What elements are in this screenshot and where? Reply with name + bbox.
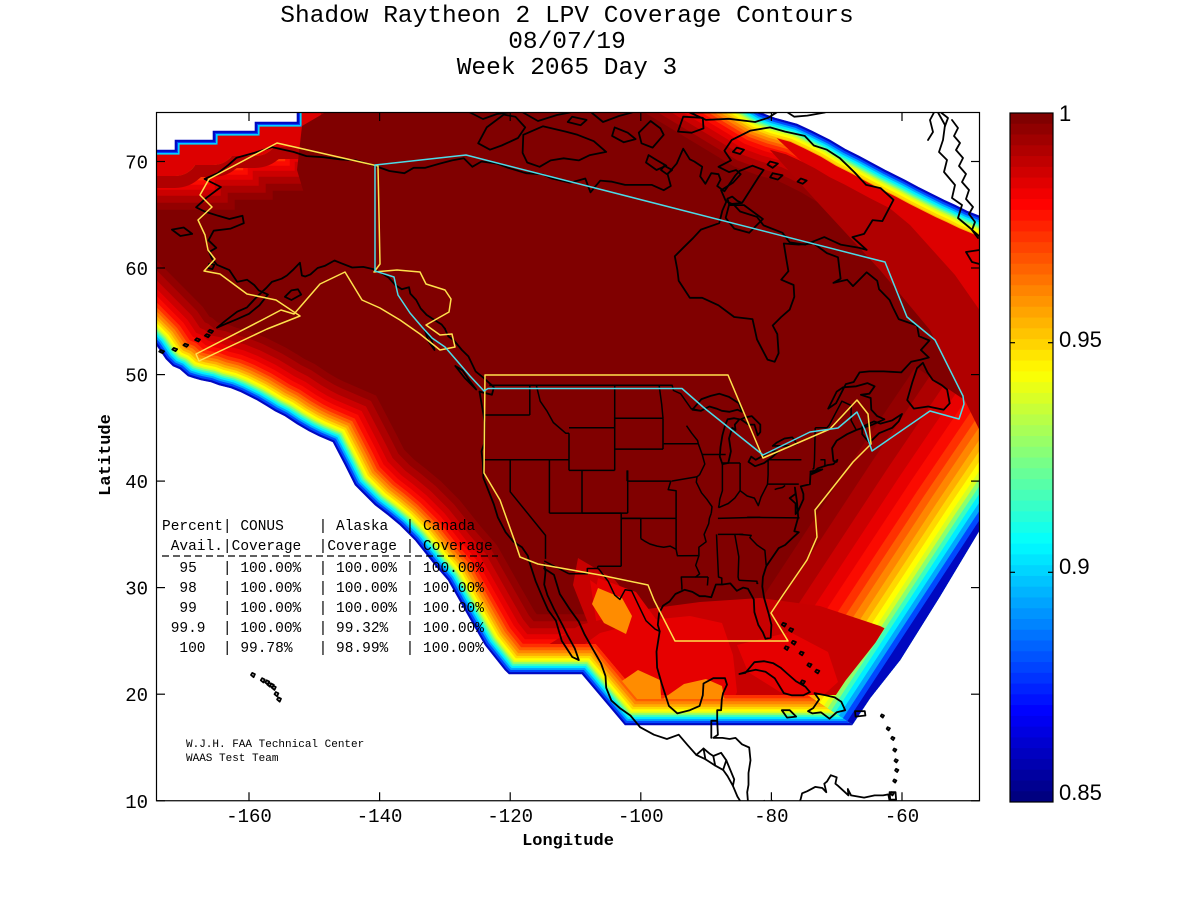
svg-text:10: 10 — [125, 792, 148, 814]
svg-text:0.85: 0.85 — [1059, 780, 1102, 805]
svg-text:-60: -60 — [885, 806, 919, 828]
svg-text:98 | 100.00% | 100.00% | 10: 98 | 100.00% | 100.00% | 100.00% — [162, 581, 484, 597]
svg-text:W.J.H. FAA Technical Center: W.J.H. FAA Technical Center — [186, 739, 364, 751]
svg-text:08/07/19: 08/07/19 — [508, 29, 626, 56]
svg-text:0.9: 0.9 — [1059, 554, 1090, 579]
svg-text:-160: -160 — [226, 806, 272, 828]
svg-text:99 | 100.00% | 100.00% | 10: 99 | 100.00% | 100.00% | 100.00% — [162, 601, 484, 617]
svg-text:20: 20 — [125, 685, 148, 707]
svg-text:Percent| CONUS | Alaska |: Percent| CONUS | Alaska | Canada — [162, 519, 476, 535]
svg-text:WAAS Test Team: WAAS Test Team — [186, 753, 279, 765]
svg-text:40: 40 — [125, 472, 148, 494]
svg-text:Avail.|Coverage |Coverage | C: Avail.|Coverage |Coverage | Coverage — [162, 539, 493, 555]
svg-text:-80: -80 — [754, 806, 788, 828]
svg-text:95 | 100.00% | 100.00% | 10: 95 | 100.00% | 100.00% | 100.00% — [162, 561, 484, 577]
svg-text:60: 60 — [125, 259, 148, 281]
svg-text:0.95: 0.95 — [1059, 327, 1102, 352]
svg-text:Longitude: Longitude — [522, 832, 614, 851]
svg-text:Shadow Raytheon 2 LPV Coverage: Shadow Raytheon 2 LPV Coverage Contours — [280, 3, 853, 30]
svg-text:-100: -100 — [618, 806, 664, 828]
svg-text:30: 30 — [125, 579, 148, 601]
svg-text:100 | 99.78% | 98.99% | 10: 100 | 99.78% | 98.99% | 100.00% — [162, 641, 484, 657]
svg-text:-120: -120 — [487, 806, 533, 828]
svg-text:50: 50 — [125, 366, 148, 388]
svg-text:99.9 | 100.00% | 99.32% | 1: 99.9 | 100.00% | 99.32% | 100.00% — [162, 621, 484, 637]
svg-text:Week 2065 Day 3: Week 2065 Day 3 — [457, 55, 678, 82]
svg-text:-140: -140 — [357, 806, 403, 828]
svg-text:70: 70 — [125, 153, 148, 175]
svg-text:1: 1 — [1059, 101, 1071, 126]
svg-text:Latitude: Latitude — [97, 414, 116, 496]
